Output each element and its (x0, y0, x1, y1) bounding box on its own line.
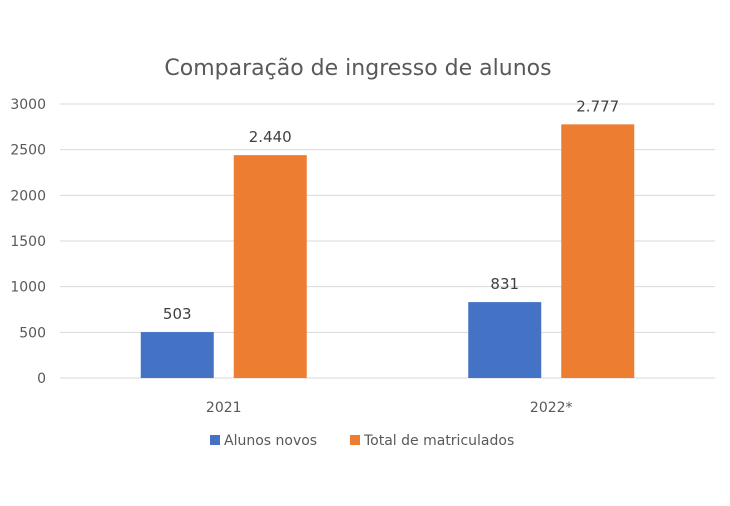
y-tick-label: 1000 (10, 280, 46, 296)
y-tick-label: 500 (19, 325, 46, 341)
data-label: 831 (490, 275, 519, 293)
legend-label: Alunos novos (224, 433, 317, 449)
y-tick-label: 2500 (10, 143, 46, 159)
data-label: 2.440 (249, 128, 292, 146)
y-tick-label: 3000 (10, 97, 46, 113)
y-tick-label: 2000 (10, 188, 46, 204)
x-tick-label: 2021 (206, 400, 242, 416)
bar (468, 302, 542, 378)
data-label: 2.777 (576, 97, 619, 115)
bar (140, 332, 214, 378)
bar (233, 155, 307, 378)
x-tick-label: 2022* (530, 400, 573, 416)
bar (561, 124, 635, 378)
legend-swatch (350, 435, 360, 445)
data-label: 503 (163, 305, 192, 323)
legend-swatch (210, 435, 220, 445)
y-tick-label: 0 (37, 371, 46, 387)
y-tick-label: 1500 (10, 234, 46, 250)
legend-label: Total de matriculados (363, 433, 514, 449)
chart-title: Comparação de ingresso de alunos (164, 56, 551, 81)
